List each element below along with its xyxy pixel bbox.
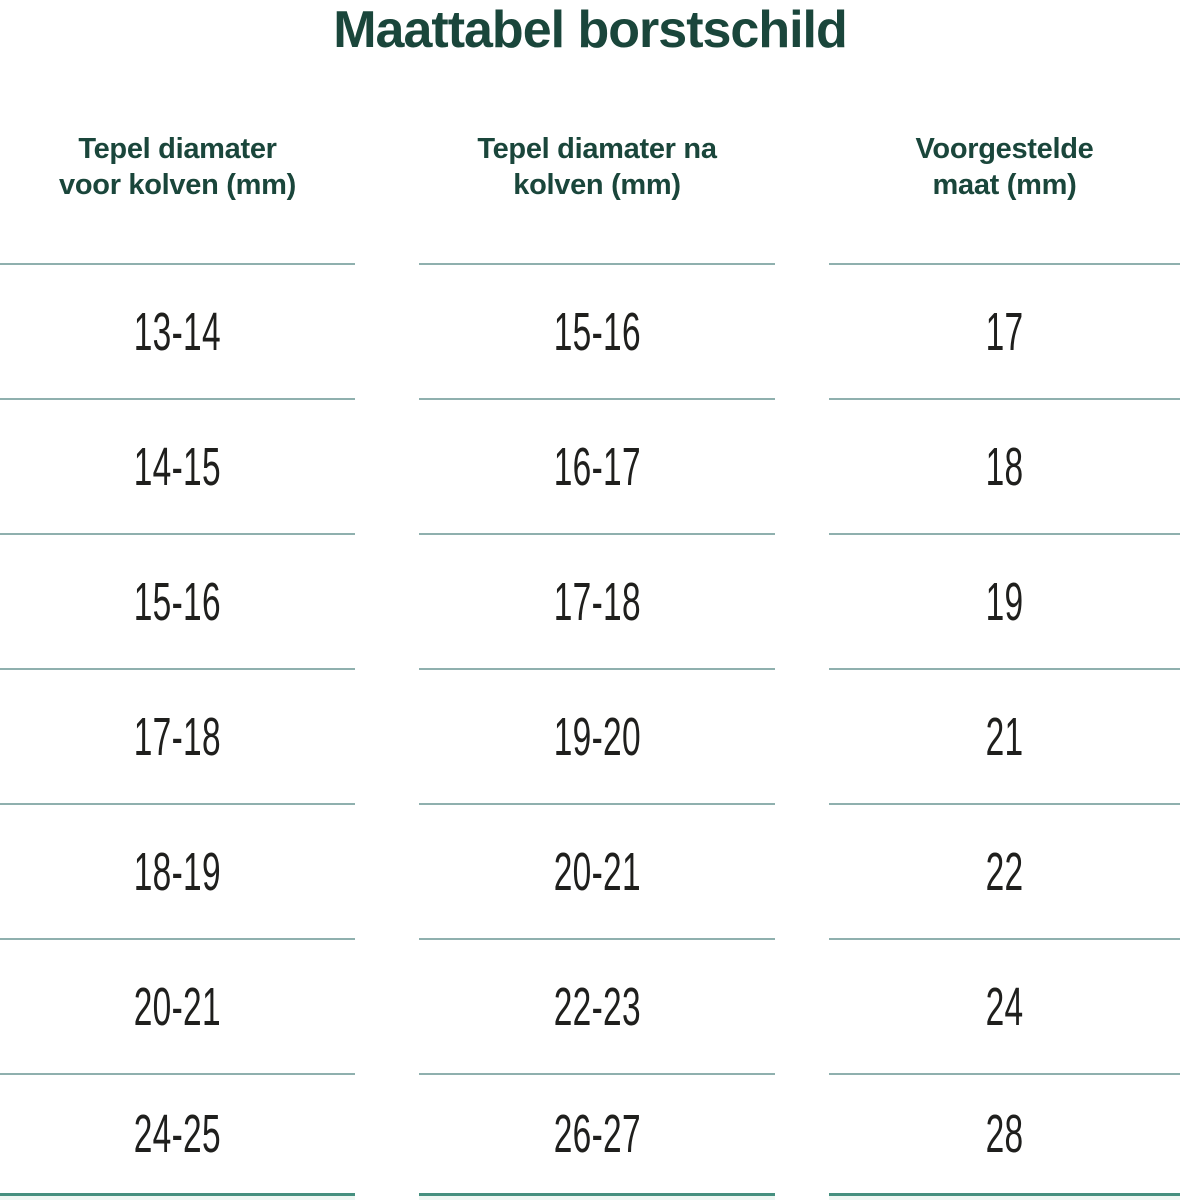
- column-gap: [775, 668, 829, 803]
- table-bottom-border: [829, 1193, 1180, 1200]
- column-gap: [355, 668, 419, 803]
- column-gap: [775, 803, 829, 938]
- table-row: 13-14 15-16 17: [0, 263, 1180, 398]
- table-cell: 17: [829, 263, 1180, 398]
- column-header-after-pumping: Tepel diamater na kolven (mm): [419, 131, 775, 203]
- header-line: voor kolven (mm): [59, 169, 296, 201]
- cell-value: 26-27: [553, 1104, 641, 1164]
- column-gap: [355, 1073, 419, 1193]
- table-cell: 18: [829, 398, 1180, 533]
- cell-value: 14-15: [133, 436, 222, 497]
- cell-value: 22: [985, 841, 1024, 902]
- cell-value: 18: [985, 436, 1024, 497]
- cell-value: 17-18: [133, 706, 222, 767]
- cell-value: 17: [985, 301, 1024, 362]
- table-cell: 28: [829, 1073, 1180, 1193]
- page-title: Maattabel borstschild: [333, 1, 848, 59]
- table-cell: 13-14: [0, 263, 355, 398]
- table-body: 13-14 15-16 17 14-15 16-17 18 15-16 17-1…: [0, 263, 1180, 1200]
- table-cell: 26-27: [419, 1073, 775, 1193]
- header-line: Tepel diamater na: [477, 133, 717, 165]
- table-cell: 20-21: [0, 938, 355, 1073]
- table-bottom-border: [419, 1193, 775, 1200]
- column-gap: [775, 263, 829, 398]
- table-cell: 15-16: [0, 533, 355, 668]
- column-gap: [775, 131, 829, 203]
- table-cell: 15-16: [419, 263, 775, 398]
- table-cell: 17-18: [419, 533, 775, 668]
- table-row: 18-19 20-21 22: [0, 803, 1180, 938]
- table-cell: 19: [829, 533, 1180, 668]
- table-cell: 16-17: [419, 398, 775, 533]
- cell-value: 28: [985, 1104, 1024, 1164]
- cell-value: 19-20: [553, 706, 641, 767]
- table-cell: 21: [829, 668, 1180, 803]
- table-row: 24-25 26-27 28: [0, 1073, 1180, 1193]
- table-cell: 22: [829, 803, 1180, 938]
- table-cell: 18-19: [0, 803, 355, 938]
- column-gap: [355, 1193, 419, 1200]
- header-line: kolven (mm): [513, 169, 681, 201]
- table-cell: 22-23: [419, 938, 775, 1073]
- cell-value: 15-16: [553, 301, 641, 362]
- column-gap: [775, 1193, 829, 1200]
- table-bottom-border-row: [0, 1193, 1180, 1200]
- cell-value: 18-19: [133, 841, 222, 902]
- column-gap: [775, 398, 829, 533]
- header-line: Voorgestelde: [915, 133, 1094, 165]
- column-gap: [355, 263, 419, 398]
- table-row: 14-15 16-17 18: [0, 398, 1180, 533]
- table-cell: 14-15: [0, 398, 355, 533]
- column-header-before-pumping: Tepel diamater voor kolven (mm): [0, 131, 355, 203]
- table-cell: 24: [829, 938, 1180, 1073]
- column-gap: [775, 533, 829, 668]
- cell-value: 19: [985, 571, 1024, 632]
- table-cell: 20-21: [419, 803, 775, 938]
- table-bottom-border: [0, 1193, 355, 1200]
- table-cell: 17-18: [0, 668, 355, 803]
- header-line: Tepel diamater: [78, 133, 277, 165]
- table-header-row: Tepel diamater voor kolven (mm) Tepel di…: [0, 131, 1180, 203]
- cell-value: 13-14: [133, 301, 222, 362]
- column-gap: [775, 938, 829, 1073]
- cell-value: 15-16: [133, 571, 222, 632]
- cell-value: 20-21: [553, 841, 641, 902]
- cell-value: 24: [985, 976, 1024, 1037]
- column-gap: [355, 533, 419, 668]
- column-gap: [775, 1073, 829, 1193]
- cell-value: 20-21: [133, 976, 222, 1037]
- column-gap: [355, 398, 419, 533]
- cell-value: 17-18: [553, 571, 641, 632]
- column-gap: [355, 803, 419, 938]
- column-gap: [355, 938, 419, 1073]
- cell-value: 21: [985, 706, 1024, 767]
- table-row: 15-16 17-18 19: [0, 533, 1180, 668]
- header-line: maat (mm): [932, 169, 1077, 201]
- column-gap: [355, 131, 419, 203]
- cell-value: 24-25: [133, 1104, 222, 1164]
- cell-value: 16-17: [553, 436, 641, 497]
- column-header-suggested-size: Voorgestelde maat (mm): [829, 131, 1180, 203]
- table-cell: 24-25: [0, 1073, 355, 1193]
- table-row: 20-21 22-23 24: [0, 938, 1180, 1073]
- cell-value: 22-23: [553, 976, 641, 1037]
- table-row: 17-18 19-20 21: [0, 668, 1180, 803]
- table-cell: 19-20: [419, 668, 775, 803]
